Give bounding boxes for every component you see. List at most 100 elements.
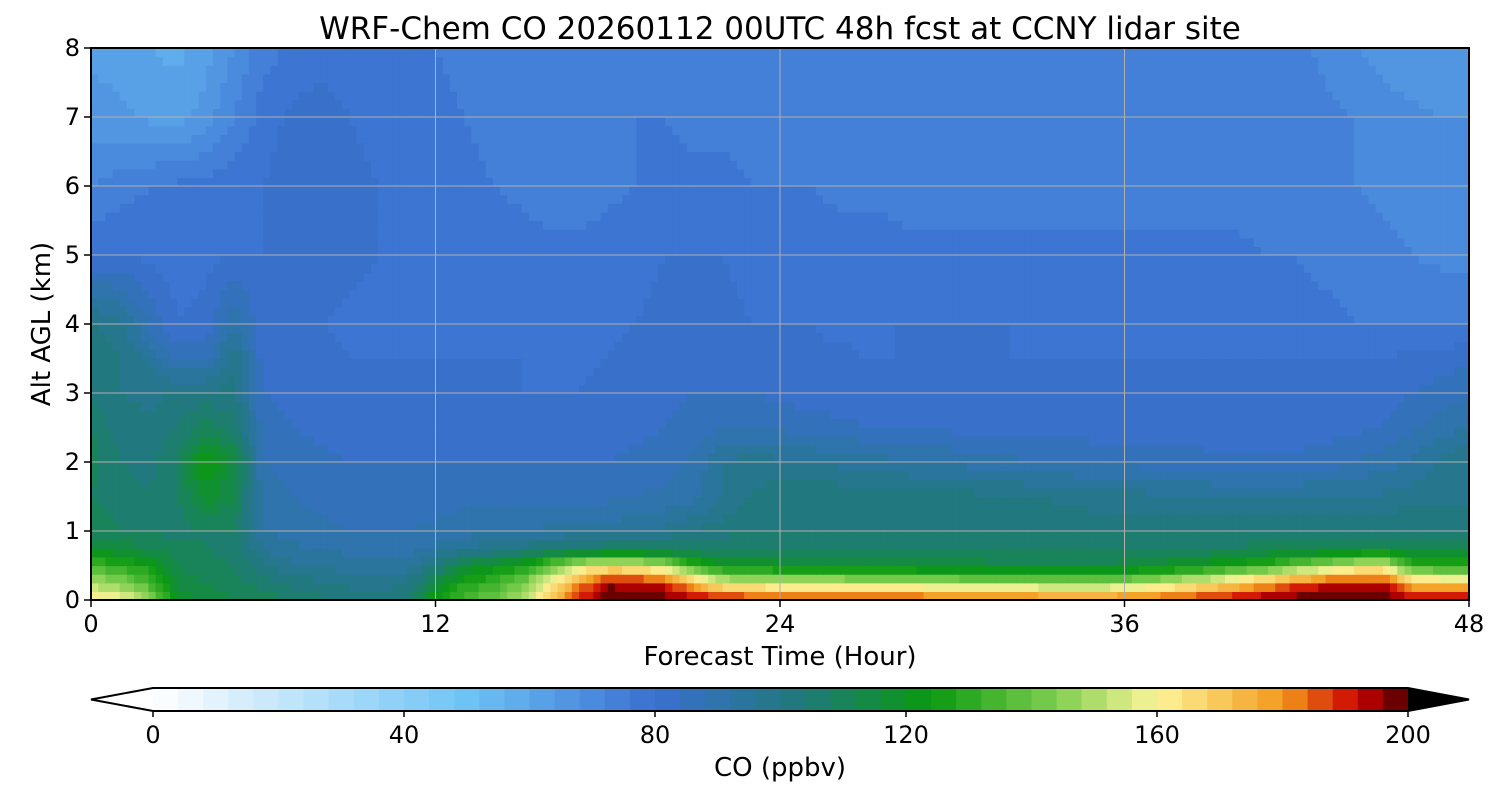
heatmap-cell bbox=[349, 556, 358, 567]
heatmap-cell bbox=[277, 548, 286, 558]
heatmap-cell bbox=[945, 574, 953, 584]
heatmap-cell bbox=[1433, 496, 1441, 506]
heatmap-cell bbox=[378, 427, 386, 437]
heatmap-cell bbox=[952, 453, 961, 463]
heatmap-cell bbox=[442, 556, 451, 567]
heatmap-cell bbox=[98, 384, 106, 394]
heatmap-cell bbox=[744, 591, 752, 600]
heatmap-cell bbox=[708, 487, 717, 498]
heatmap-cell bbox=[327, 453, 336, 463]
heatmap-cell bbox=[213, 479, 221, 489]
heatmap-cell bbox=[1260, 582, 1269, 592]
heatmap-cell bbox=[701, 522, 709, 532]
heatmap-cell bbox=[471, 513, 480, 523]
heatmap-cell bbox=[91, 393, 99, 403]
heatmap-cell bbox=[1181, 470, 1190, 480]
heatmap-cell bbox=[1375, 496, 1384, 506]
heatmap-cell bbox=[1160, 453, 1169, 463]
heatmap-cell bbox=[758, 531, 767, 541]
heatmap-cell bbox=[629, 444, 638, 454]
heatmap-cell bbox=[1368, 513, 1377, 523]
heatmap-cell bbox=[736, 531, 745, 541]
heatmap-cell bbox=[1382, 384, 1391, 394]
heatmap-cell bbox=[162, 444, 171, 454]
heatmap-cell bbox=[1024, 453, 1032, 463]
heatmap-cell bbox=[1418, 462, 1427, 472]
heatmap-cell bbox=[801, 531, 810, 541]
heatmap-cell bbox=[112, 513, 121, 523]
heatmap-cell bbox=[880, 410, 889, 420]
heatmap-cell bbox=[1167, 375, 1176, 385]
heatmap-cell bbox=[98, 418, 106, 429]
heatmap-cell bbox=[91, 513, 99, 523]
heatmap-cell bbox=[586, 591, 594, 600]
heatmap-cell bbox=[1059, 444, 1068, 454]
heatmap-cell bbox=[234, 436, 243, 446]
heatmap-cell bbox=[945, 582, 953, 592]
heatmap-cell bbox=[765, 470, 774, 480]
heatmap-cell bbox=[91, 470, 99, 480]
heatmap-cell bbox=[392, 565, 401, 575]
heatmap-cell bbox=[1382, 539, 1391, 549]
heatmap-cell bbox=[457, 479, 465, 489]
heatmap-cell bbox=[413, 384, 422, 394]
heatmap-cell bbox=[916, 410, 925, 420]
heatmap-cell bbox=[995, 384, 1004, 394]
heatmap-cell bbox=[1088, 418, 1097, 429]
heatmap-cell bbox=[327, 522, 336, 532]
heatmap-cell bbox=[1339, 505, 1348, 515]
heatmap-cell bbox=[413, 453, 422, 463]
heatmap-cell bbox=[399, 453, 408, 463]
heatmap-cell bbox=[98, 401, 106, 411]
heatmap-cell bbox=[478, 375, 487, 385]
heatmap-cell bbox=[435, 436, 444, 446]
heatmap-cell bbox=[794, 496, 803, 506]
heatmap-cell bbox=[177, 444, 185, 454]
heatmap-cell bbox=[758, 393, 767, 403]
heatmap-cell bbox=[227, 470, 236, 480]
heatmap-cell bbox=[808, 401, 817, 411]
heatmap-cell bbox=[1102, 410, 1111, 420]
heatmap-cell bbox=[844, 427, 853, 437]
heatmap-cell bbox=[1440, 574, 1449, 584]
heatmap-cell bbox=[564, 462, 573, 472]
heatmap-cell bbox=[98, 479, 106, 489]
heatmap-cell bbox=[1088, 574, 1097, 584]
heatmap-cell bbox=[693, 470, 702, 480]
heatmap-cell bbox=[1088, 375, 1097, 385]
heatmap-cell bbox=[679, 548, 688, 558]
heatmap-cell bbox=[607, 591, 616, 600]
heatmap-cell bbox=[1253, 375, 1262, 385]
heatmap-cell bbox=[1210, 410, 1219, 420]
heatmap-cell bbox=[370, 513, 379, 523]
heatmap-cell bbox=[959, 496, 968, 506]
heatmap-cell bbox=[1031, 453, 1039, 463]
heatmap-cell bbox=[327, 410, 336, 420]
heatmap-cell bbox=[579, 548, 587, 558]
heatmap-cell bbox=[241, 548, 250, 558]
heatmap-cell bbox=[535, 539, 544, 549]
heatmap-cell bbox=[701, 582, 709, 592]
heatmap-cell bbox=[1196, 453, 1205, 463]
heatmap-cell bbox=[1138, 539, 1147, 549]
heatmap-cell bbox=[945, 548, 953, 558]
heatmap-cell bbox=[335, 574, 343, 584]
heatmap-cell bbox=[1217, 444, 1226, 454]
heatmap-cell bbox=[177, 479, 185, 489]
heatmap-cell bbox=[356, 591, 365, 600]
heatmap-cell bbox=[234, 574, 243, 584]
heatmap-cell bbox=[213, 444, 221, 454]
heatmap-cell bbox=[744, 539, 752, 549]
heatmap-cell bbox=[514, 375, 523, 385]
heatmap-cell bbox=[105, 367, 114, 377]
heatmap-cell bbox=[1088, 453, 1097, 463]
heatmap-cell bbox=[1296, 393, 1305, 403]
heatmap-cell bbox=[1052, 401, 1061, 411]
heatmap-cell bbox=[141, 470, 150, 480]
heatmap-cell bbox=[1217, 513, 1226, 523]
heatmap-cell bbox=[1016, 375, 1025, 385]
heatmap-cell bbox=[801, 565, 810, 575]
heatmap-cell bbox=[421, 574, 429, 584]
heatmap-cell bbox=[1002, 401, 1011, 411]
heatmap-cell bbox=[1440, 496, 1449, 506]
